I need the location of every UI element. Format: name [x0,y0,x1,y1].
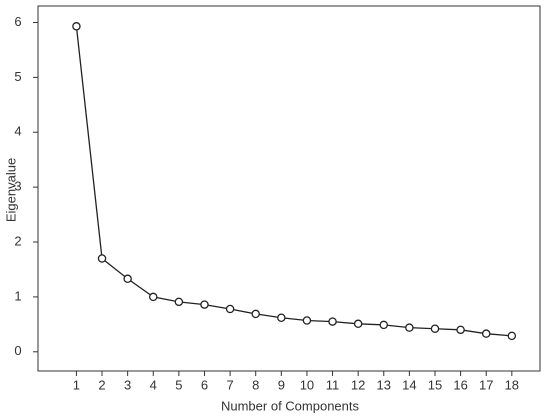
x-tick-label: 15 [428,377,442,392]
y-tick-label: 4 [14,124,21,139]
data-point [149,292,158,302]
data-point [405,323,414,332]
data-point [251,309,260,319]
x-tick-label: 8 [252,377,259,392]
y-axis-label: Eigenvalue [3,158,18,222]
data-point [200,300,209,309]
x-tick-label: 6 [201,377,208,392]
data-point [379,320,389,330]
x-tick-label: 9 [278,377,285,392]
x-tick-label: 3 [124,377,131,392]
y-tick-label: 0 [14,343,21,358]
x-tick-label: 16 [453,377,467,392]
data-point [225,304,235,314]
data-point [507,331,517,341]
x-tick-label: 2 [98,377,105,392]
x-tick-label: 13 [377,377,391,392]
data-point [481,329,491,338]
data-point [430,324,440,333]
data-point [72,22,81,31]
y-tick-label: 3 [14,179,21,194]
y-tick-label: 6 [14,14,21,29]
x-tick-label: 4 [150,377,157,392]
y-tick-label: 2 [14,233,21,248]
x-tick-label: 1 [73,377,80,392]
x-tick-label: 12 [351,377,365,392]
x-tick-label: 18 [505,377,519,392]
y-tick-label: 1 [14,288,21,303]
data-point [97,254,107,263]
x-tick-label: 17 [479,377,493,392]
data-point [328,317,337,326]
x-axis-label: Number of Components [221,398,360,413]
data-point [302,316,312,325]
y-tick-label: 5 [14,69,21,84]
data-point [174,297,184,307]
data-point [353,319,363,329]
series-line [75,26,512,337]
x-tick-label: 5 [175,377,182,392]
plot-frame [37,5,541,372]
data-point [123,274,132,284]
data-point [277,313,286,323]
data-point [456,325,465,335]
x-tick-label: 10 [300,377,314,392]
x-tick-label: 11 [326,377,340,392]
x-tick-label: 14 [402,377,416,392]
x-tick-label: 7 [226,377,233,392]
